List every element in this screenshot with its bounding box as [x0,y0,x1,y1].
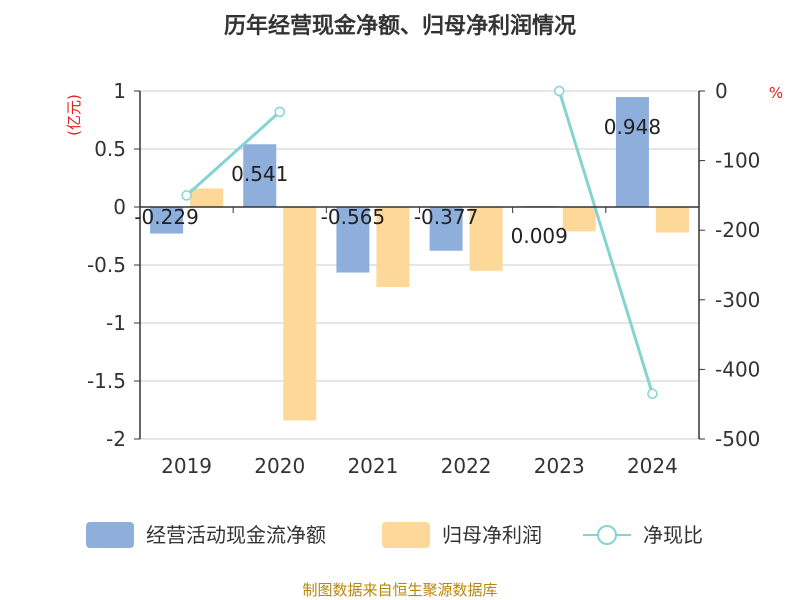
left-tick-label-2: 0 [113,195,126,219]
bar-cash-2019 [150,207,184,234]
x-tick-label-2020: 2020 [254,454,305,478]
bar-profit-2024 [655,207,689,233]
bar-profit-2020 [283,207,317,421]
axes: 1 0.5 0 -0.5 -1 -1.5 -2 0 -100 -200 -300 -400 -500 20… [87,79,760,478]
left-tick-label-3: -0.5 [87,253,126,277]
bar-cash-2022 [429,207,463,251]
x-tick-label-2024: 2024 [627,454,678,478]
right-tick-label-2: -200 [715,218,760,242]
source-note: 制图数据来自恒生聚源数据库 [302,581,497,599]
ratio-line-segment-1 [557,90,654,395]
gridlines [140,90,699,440]
left-axis-unit: (亿元) [65,94,83,136]
bar-profit-2021 [376,207,410,288]
left-tick-label-6: -2 [106,427,126,451]
ratio-line-segment-0 [185,110,281,197]
right-axis-unit: % [769,84,783,102]
bar-profit-2019 [190,188,224,207]
legend-label-cash: 经营活动现金流净额 [146,523,326,547]
legend-swatch-ratio-marker [597,525,617,545]
ratio-line [181,85,658,400]
legend-label-ratio: 净现比 [643,523,703,547]
ratio-point-2020 [274,106,285,118]
right-tick-label-4: -400 [715,357,760,381]
left-tick-label-0: 1 [113,79,126,103]
x-tick-label-2023: 2023 [534,454,585,478]
data-label-cash-2020: 0.541 [231,162,288,186]
bars [150,97,689,421]
left-tick-label-5: -1.5 [87,369,126,393]
ratio-point-2019 [181,190,192,201]
legend-label-profit: 归母净利润 [442,523,542,547]
chart-title: 历年经营现金净额、归母净利润情况 [224,13,576,39]
bar-profit-2022 [469,207,503,271]
bar-cash-2021 [336,207,370,273]
bar-cash-2020 [243,144,277,207]
bar-profit-2023 [562,207,596,232]
ratio-point-2023 [554,85,565,97]
right-tick-label-1: -100 [715,149,760,173]
x-tick-label-2022: 2022 [441,454,492,478]
right-tick-label-0: 0 [715,79,728,103]
right-tick-label-5: -500 [715,427,760,451]
data-label-cash-2021: -0.565 [321,205,385,229]
x-tick-label-2019: 2019 [161,454,212,478]
data-label-cash-2022: -0.377 [414,205,478,229]
data-label-cash-2023: 0.009 [511,224,568,248]
bar-cash-2024 [615,97,649,207]
legend: 经营活动现金流净额 归母净利润 净现比 [86,522,703,548]
legend-swatch-profit [382,522,430,548]
data-labels: -0.229 0.541 -0.565 -0.377 0.009 0.948 [134,115,661,248]
data-label-cash-2019: -0.229 [134,205,198,229]
left-tick-label-4: -1 [106,311,126,335]
data-label-cash-2024: 0.948 [604,115,661,139]
left-tick-label-1: 0.5 [94,137,126,161]
ratio-point-2024 [647,388,658,400]
legend-swatch-cash [86,522,134,548]
x-tick-label-2021: 2021 [347,454,398,478]
right-tick-label-3: -300 [715,288,760,312]
